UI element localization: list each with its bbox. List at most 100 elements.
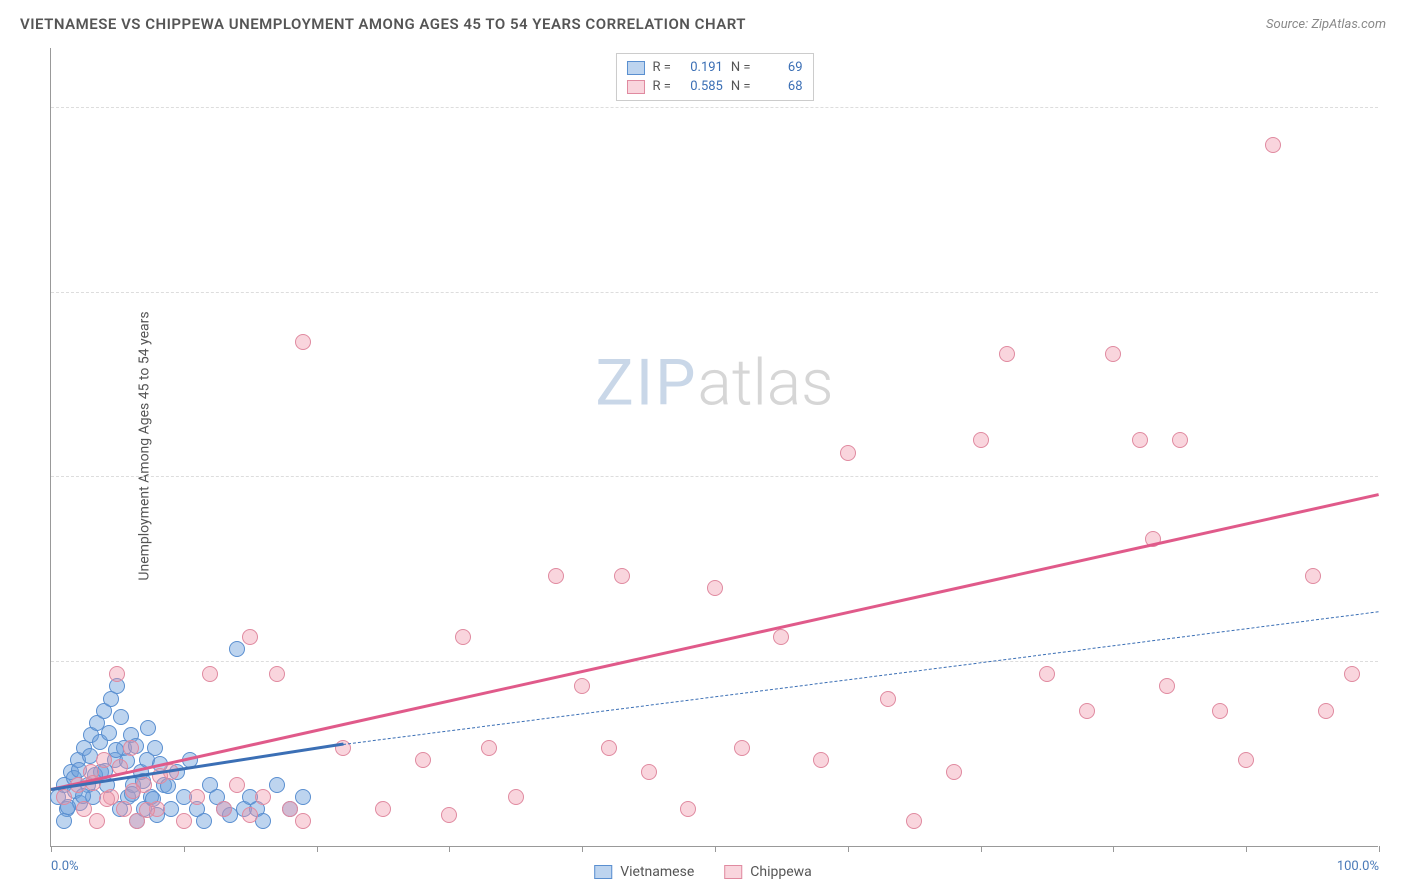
scatter-point bbox=[216, 801, 232, 817]
scatter-point bbox=[813, 752, 829, 768]
scatter-point bbox=[242, 629, 258, 645]
x-tick bbox=[317, 846, 318, 852]
grid-line bbox=[51, 476, 1378, 477]
legend-swatch-chippewa bbox=[724, 865, 742, 879]
scatter-point bbox=[335, 740, 351, 756]
scatter-point bbox=[140, 720, 156, 736]
scatter-point bbox=[680, 801, 696, 817]
scatter-point bbox=[906, 813, 922, 829]
scatter-point bbox=[229, 641, 245, 657]
scatter-point bbox=[574, 678, 590, 694]
scatter-point bbox=[147, 740, 163, 756]
x-tick bbox=[1246, 846, 1247, 852]
scatter-point bbox=[176, 813, 192, 829]
y-tick-label: 30.0% bbox=[1386, 455, 1406, 470]
scatter-point bbox=[89, 813, 105, 829]
series-legend: Vietnamese Chippewa bbox=[594, 864, 812, 880]
r-label-1: R = bbox=[652, 79, 670, 94]
scatter-point bbox=[1305, 568, 1321, 584]
scatter-point bbox=[601, 740, 617, 756]
scatter-point bbox=[295, 813, 311, 829]
scatter-point bbox=[269, 666, 285, 682]
scatter-point bbox=[295, 334, 311, 350]
scatter-point bbox=[116, 801, 132, 817]
scatter-point bbox=[96, 752, 112, 768]
scatter-point bbox=[295, 789, 311, 805]
scatter-point bbox=[880, 691, 896, 707]
source-attribution: Source: ZipAtlas.com bbox=[1266, 17, 1386, 32]
stats-legend: R = 0.191 N = 69 R = 0.585 N = 68 bbox=[615, 53, 813, 101]
scatter-point bbox=[1105, 346, 1121, 362]
chart-container: VIETNAMESE VS CHIPPEWA UNEMPLOYMENT AMON… bbox=[0, 0, 1406, 892]
scatter-point bbox=[101, 725, 117, 741]
x-tick-label: 0.0% bbox=[51, 859, 79, 874]
watermark-atlas: atlas bbox=[698, 346, 834, 421]
r-value-1: 0.585 bbox=[679, 79, 723, 94]
scatter-point bbox=[242, 807, 258, 823]
scatter-point bbox=[56, 789, 72, 805]
r-label-0: R = bbox=[652, 60, 670, 75]
source-value: ZipAtlas.com bbox=[1311, 17, 1386, 32]
n-label-1: N = bbox=[731, 79, 751, 94]
scatter-point bbox=[123, 740, 139, 756]
x-tick bbox=[51, 846, 52, 852]
scatter-point bbox=[269, 777, 285, 793]
scatter-point bbox=[734, 740, 750, 756]
y-tick-label: 15.0% bbox=[1386, 639, 1406, 654]
grid-line bbox=[51, 107, 1378, 108]
scatter-point bbox=[1265, 137, 1281, 153]
scatter-point bbox=[1212, 703, 1228, 719]
n-label-0: N = bbox=[731, 60, 751, 75]
scatter-point bbox=[415, 752, 431, 768]
watermark: ZIPatlas bbox=[595, 346, 833, 421]
scatter-point bbox=[1132, 432, 1148, 448]
x-tick-label: 100.0% bbox=[1337, 859, 1379, 874]
legend-item-vietnamese: Vietnamese bbox=[594, 864, 694, 880]
grid-line bbox=[51, 292, 1378, 293]
scatter-point bbox=[1172, 432, 1188, 448]
stats-row-chippewa: R = 0.585 N = 68 bbox=[626, 77, 802, 96]
scatter-point bbox=[455, 629, 471, 645]
scatter-point bbox=[481, 740, 497, 756]
scatter-point bbox=[1238, 752, 1254, 768]
scatter-point bbox=[113, 709, 129, 725]
scatter-point bbox=[707, 580, 723, 596]
scatter-point bbox=[614, 568, 630, 584]
chart-header: VIETNAMESE VS CHIPPEWA UNEMPLOYMENT AMON… bbox=[0, 0, 1406, 48]
legend-swatch-vietnamese bbox=[594, 865, 612, 879]
scatter-point bbox=[125, 783, 141, 799]
scatter-point bbox=[82, 748, 98, 764]
trend-line bbox=[343, 611, 1379, 745]
scatter-point bbox=[56, 813, 72, 829]
watermark-zip: ZIP bbox=[595, 346, 697, 421]
x-tick bbox=[848, 846, 849, 852]
scatter-point bbox=[840, 445, 856, 461]
scatter-point bbox=[1318, 703, 1334, 719]
n-value-1: 68 bbox=[759, 79, 803, 94]
scatter-point bbox=[641, 764, 657, 780]
stats-row-vietnamese: R = 0.191 N = 69 bbox=[626, 58, 802, 77]
scatter-point bbox=[139, 802, 155, 818]
scatter-point bbox=[1039, 666, 1055, 682]
scatter-point bbox=[441, 807, 457, 823]
scatter-point bbox=[202, 666, 218, 682]
chart-title: VIETNAMESE VS CHIPPEWA UNEMPLOYMENT AMON… bbox=[20, 15, 746, 33]
plot-area: ZIPatlas R = 0.191 N = 69 R = 0.585 N = … bbox=[50, 48, 1378, 847]
y-tick-label: 45.0% bbox=[1386, 270, 1406, 285]
scatter-point bbox=[548, 568, 564, 584]
scatter-point bbox=[282, 801, 298, 817]
legend-item-chippewa: Chippewa bbox=[724, 864, 812, 880]
scatter-point bbox=[1159, 678, 1175, 694]
scatter-point bbox=[255, 789, 271, 805]
x-tick bbox=[1113, 846, 1114, 852]
swatch-vietnamese bbox=[626, 61, 644, 75]
scatter-point bbox=[196, 813, 212, 829]
scatter-point bbox=[189, 789, 205, 805]
scatter-point bbox=[109, 666, 125, 682]
scatter-point bbox=[1079, 703, 1095, 719]
x-tick bbox=[582, 846, 583, 852]
x-tick bbox=[981, 846, 982, 852]
scatter-point bbox=[973, 432, 989, 448]
y-tick-label: 60.0% bbox=[1386, 86, 1406, 101]
x-tick bbox=[449, 846, 450, 852]
